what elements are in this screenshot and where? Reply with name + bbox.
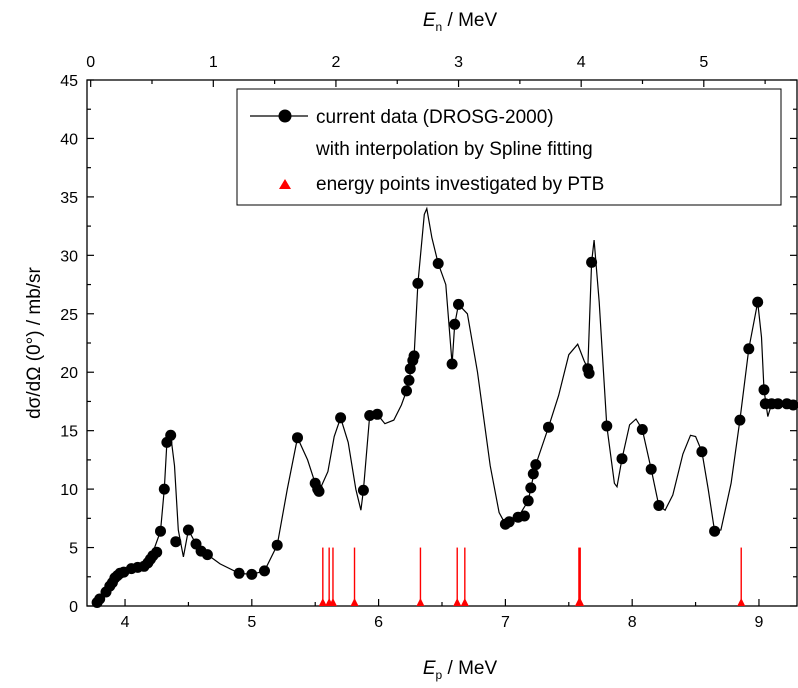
ptb-energy-lines <box>318 547 746 606</box>
x-tick-label: 8 <box>628 614 637 631</box>
ptb-triangle <box>416 598 425 606</box>
x-tick-label: 5 <box>247 614 256 631</box>
data-point <box>583 367 595 379</box>
data-point <box>758 384 770 396</box>
data-point <box>292 432 303 444</box>
data-point <box>158 483 170 495</box>
y-tick-label: 10 <box>60 482 78 499</box>
legend: current data (DROSG-2000) with interpola… <box>236 88 782 206</box>
data-point <box>518 510 530 522</box>
legend-label-data: current data (DROSG-2000) <box>316 107 554 128</box>
data-point <box>165 429 177 441</box>
data-point <box>94 593 106 605</box>
data-point <box>357 484 369 496</box>
data-point <box>335 412 347 424</box>
y-tick-label: 45 <box>60 73 78 90</box>
legend-label-spline: with interpolation by Spline fitting <box>315 139 593 160</box>
y-tick-label: 40 <box>60 131 78 148</box>
data-point <box>601 420 613 432</box>
data-point <box>446 358 458 370</box>
data-point <box>616 453 628 465</box>
data-point <box>586 256 598 268</box>
y-axis-title: dσ/dΩ (0°) / mb/sr <box>24 266 45 418</box>
data-point <box>696 446 708 458</box>
x2-axis-title-sub: n <box>436 20 443 34</box>
data-point <box>201 549 213 561</box>
y-tick-label: 30 <box>60 248 78 265</box>
data-point <box>233 567 245 579</box>
data-point <box>636 424 648 435</box>
data-point <box>653 500 665 511</box>
data-point <box>246 568 258 580</box>
x2-tick-label: 3 <box>454 54 463 71</box>
ptb-triangle <box>453 598 462 606</box>
y-tick-label: 20 <box>60 365 78 382</box>
x-axis-title-unit: / MeV <box>442 658 497 679</box>
data-points <box>91 256 798 608</box>
legend-circle-marker <box>278 109 292 123</box>
ptb-triangle <box>328 598 337 606</box>
y-tick-label: 5 <box>69 541 78 558</box>
data-point <box>787 399 798 411</box>
data-point <box>734 414 746 426</box>
data-point <box>313 485 325 497</box>
x2-tick-label: 2 <box>331 54 340 71</box>
data-point <box>525 482 537 494</box>
x-axis-title-sub: p <box>436 668 443 682</box>
data-point <box>645 463 657 475</box>
x-axis-title-main: E <box>423 658 436 679</box>
data-point <box>709 525 721 537</box>
data-point <box>432 258 444 269</box>
data-point <box>453 298 464 310</box>
x2-tick-label: 1 <box>209 54 218 71</box>
data-point <box>412 277 424 289</box>
x2-axis-title: En / MeV <box>423 10 498 34</box>
ptb-triangle <box>737 598 746 606</box>
data-point <box>752 296 764 308</box>
ptb-triangle <box>576 598 585 606</box>
data-point <box>182 524 194 536</box>
x-tick-label: 4 <box>121 614 130 631</box>
data-point <box>259 565 270 577</box>
x2-tick-label: 0 <box>86 54 95 71</box>
y-tick-label: 0 <box>69 599 78 616</box>
legend-box <box>236 88 782 206</box>
x2-axis-title-unit: / MeV <box>442 10 497 31</box>
spline-curve <box>96 206 794 603</box>
y-tick-label: 35 <box>60 190 78 207</box>
ptb-triangle <box>460 598 469 606</box>
data-point <box>543 421 554 433</box>
x2-tick-label: 5 <box>699 54 708 71</box>
x-axis-title: Ep / MeV <box>423 658 498 682</box>
ptb-triangle <box>318 598 327 606</box>
legend-triangle-marker <box>279 179 291 189</box>
x2-tick-label: 4 <box>577 54 586 71</box>
x-tick-label: 9 <box>755 614 764 631</box>
ptb-triangle <box>350 598 359 606</box>
data-point <box>271 539 283 551</box>
data-point <box>449 318 461 330</box>
data-point <box>401 385 412 397</box>
x2-axis-title-main: E <box>423 10 436 31</box>
data-point <box>170 536 182 548</box>
data-point <box>530 459 542 471</box>
data-point <box>743 343 755 355</box>
data-point <box>151 546 163 558</box>
data-point <box>403 374 415 386</box>
axis-ticks <box>87 79 797 607</box>
y-tick-label: 25 <box>60 307 78 324</box>
x-tick-label: 6 <box>374 614 383 631</box>
data-point <box>522 495 534 507</box>
data-point <box>371 408 383 420</box>
x-tick-label: 7 <box>501 614 510 631</box>
data-point <box>772 398 784 410</box>
legend-label-ptb: energy points investigated by PTB <box>316 174 604 195</box>
y-tick-label: 15 <box>60 424 78 441</box>
data-point <box>527 468 539 480</box>
data-point <box>503 516 515 528</box>
data-point <box>155 525 166 537</box>
data-point <box>408 350 420 362</box>
